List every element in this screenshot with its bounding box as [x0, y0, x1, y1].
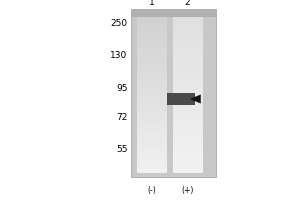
Bar	[136, 150, 166, 154]
Bar	[172, 165, 203, 169]
Bar	[136, 111, 166, 114]
Bar	[172, 161, 203, 165]
Bar	[172, 52, 203, 56]
Bar	[167, 93, 195, 105]
Bar	[136, 48, 166, 52]
Bar	[136, 91, 166, 95]
Bar	[136, 146, 166, 150]
Bar	[136, 161, 166, 165]
Bar	[172, 83, 203, 87]
Bar	[172, 122, 203, 126]
Bar	[172, 103, 203, 107]
Bar	[172, 91, 203, 95]
Bar	[136, 40, 166, 44]
Bar	[172, 111, 203, 114]
Bar	[136, 157, 166, 161]
Bar	[136, 87, 166, 91]
Bar	[172, 154, 203, 157]
Bar	[136, 95, 166, 99]
Bar	[130, 9, 216, 17]
Bar	[172, 99, 203, 103]
Text: 55: 55	[116, 144, 128, 154]
Text: (+): (+)	[181, 186, 194, 194]
Bar	[136, 76, 166, 79]
Bar	[136, 103, 166, 107]
Bar	[136, 99, 166, 103]
Bar	[136, 72, 166, 76]
Bar	[172, 169, 203, 173]
Bar	[136, 25, 166, 29]
Bar	[136, 56, 166, 60]
Text: (-): (-)	[147, 186, 156, 194]
Bar	[172, 56, 203, 60]
Bar	[136, 114, 166, 118]
Bar	[172, 146, 203, 150]
Bar	[172, 25, 203, 29]
Bar	[136, 134, 166, 138]
Bar	[172, 138, 203, 142]
Bar	[136, 44, 166, 48]
Bar	[136, 122, 166, 126]
Bar	[172, 114, 203, 118]
Bar	[172, 150, 203, 154]
Bar	[136, 142, 166, 146]
Bar	[172, 72, 203, 76]
Bar	[136, 21, 166, 25]
Text: 95: 95	[116, 84, 128, 93]
Bar	[136, 154, 166, 157]
Bar	[136, 64, 166, 68]
Text: 1: 1	[148, 0, 154, 7]
Bar	[136, 52, 166, 56]
Bar	[172, 68, 203, 72]
Bar	[172, 48, 203, 52]
Bar	[136, 33, 166, 36]
Bar	[172, 64, 203, 68]
Bar	[136, 165, 166, 169]
Bar	[172, 118, 203, 122]
Bar	[136, 68, 166, 72]
Bar	[172, 29, 203, 33]
Bar	[172, 87, 203, 91]
Bar	[136, 169, 166, 173]
Text: 72: 72	[116, 112, 128, 121]
Bar	[136, 79, 166, 83]
Bar	[172, 107, 203, 111]
Text: 250: 250	[110, 19, 127, 27]
Bar	[172, 130, 203, 134]
Bar	[130, 9, 216, 177]
Bar	[136, 130, 166, 134]
Bar	[172, 95, 203, 99]
Bar	[172, 17, 203, 21]
Bar	[136, 118, 166, 122]
Bar	[172, 126, 203, 130]
Bar	[172, 36, 203, 40]
Bar	[136, 126, 166, 130]
Bar	[172, 40, 203, 44]
Bar	[172, 76, 203, 79]
Bar	[172, 60, 203, 64]
Bar	[172, 79, 203, 83]
Bar	[136, 60, 166, 64]
Bar	[172, 134, 203, 138]
Polygon shape	[190, 95, 201, 103]
Bar	[136, 138, 166, 142]
Text: 2: 2	[185, 0, 190, 7]
Bar	[172, 44, 203, 48]
Text: 130: 130	[110, 51, 127, 60]
Bar	[136, 17, 166, 21]
Bar	[136, 107, 166, 111]
Bar	[136, 36, 166, 40]
Bar	[172, 21, 203, 25]
Bar	[136, 83, 166, 87]
Bar	[172, 157, 203, 161]
Bar	[172, 33, 203, 36]
Bar	[136, 29, 166, 33]
Bar	[172, 142, 203, 146]
